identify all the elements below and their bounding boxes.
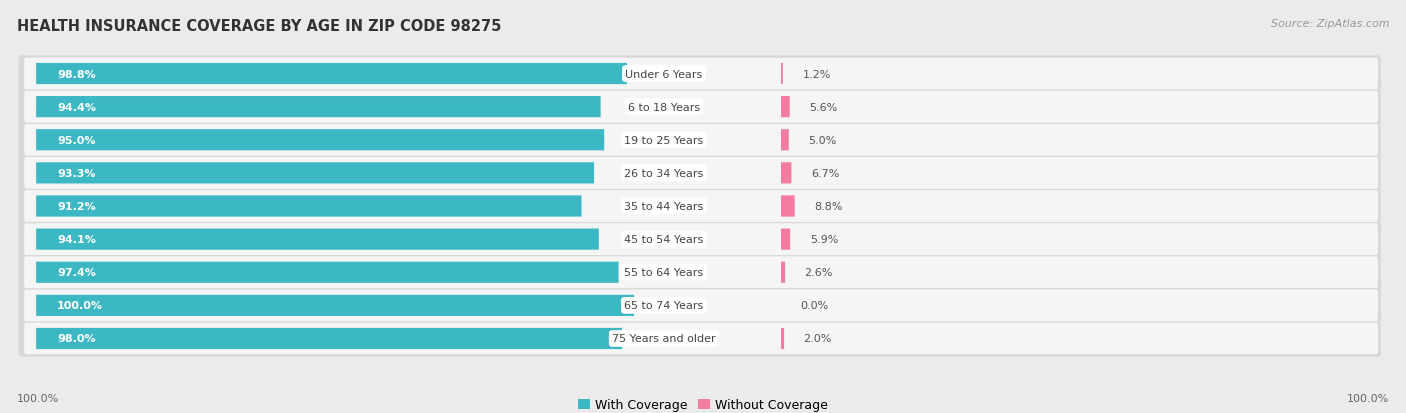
FancyBboxPatch shape <box>18 320 1381 357</box>
Text: 2.6%: 2.6% <box>804 268 832 278</box>
Text: 65 to 74 Years: 65 to 74 Years <box>624 301 703 311</box>
FancyBboxPatch shape <box>780 130 789 151</box>
FancyBboxPatch shape <box>18 221 1381 258</box>
Text: 94.4%: 94.4% <box>58 102 96 112</box>
Text: 100.0%: 100.0% <box>1347 393 1389 403</box>
FancyBboxPatch shape <box>24 257 1378 288</box>
Text: HEALTH INSURANCE COVERAGE BY AGE IN ZIP CODE 98275: HEALTH INSURANCE COVERAGE BY AGE IN ZIP … <box>17 19 502 33</box>
Text: 91.2%: 91.2% <box>58 202 96 211</box>
FancyBboxPatch shape <box>37 130 605 151</box>
FancyBboxPatch shape <box>18 122 1381 159</box>
Text: 5.0%: 5.0% <box>808 135 837 145</box>
Text: 100.0%: 100.0% <box>58 301 103 311</box>
Text: Source: ZipAtlas.com: Source: ZipAtlas.com <box>1271 19 1389 28</box>
Text: 75 Years and older: 75 Years and older <box>612 334 716 344</box>
FancyBboxPatch shape <box>780 163 792 184</box>
FancyBboxPatch shape <box>37 163 595 184</box>
Text: 100.0%: 100.0% <box>17 393 59 403</box>
FancyBboxPatch shape <box>24 158 1378 189</box>
Text: 8.8%: 8.8% <box>814 202 842 211</box>
Text: 45 to 54 Years: 45 to 54 Years <box>624 235 703 244</box>
FancyBboxPatch shape <box>18 254 1381 291</box>
FancyBboxPatch shape <box>18 89 1381 126</box>
FancyBboxPatch shape <box>37 295 634 316</box>
Text: 35 to 44 Years: 35 to 44 Years <box>624 202 703 211</box>
Legend: With Coverage, Without Coverage: With Coverage, Without Coverage <box>575 396 831 413</box>
FancyBboxPatch shape <box>780 262 785 283</box>
FancyBboxPatch shape <box>780 97 790 118</box>
FancyBboxPatch shape <box>37 196 582 217</box>
Text: Under 6 Years: Under 6 Years <box>626 69 703 79</box>
Text: 2.0%: 2.0% <box>804 334 832 344</box>
FancyBboxPatch shape <box>24 323 1378 354</box>
Text: 5.6%: 5.6% <box>810 102 838 112</box>
Text: 97.4%: 97.4% <box>58 268 96 278</box>
FancyBboxPatch shape <box>780 196 794 217</box>
FancyBboxPatch shape <box>37 97 600 118</box>
Text: 98.0%: 98.0% <box>58 334 96 344</box>
FancyBboxPatch shape <box>18 155 1381 192</box>
Text: 95.0%: 95.0% <box>58 135 96 145</box>
FancyBboxPatch shape <box>24 290 1378 321</box>
FancyBboxPatch shape <box>37 229 599 250</box>
Text: 6.7%: 6.7% <box>811 169 839 178</box>
FancyBboxPatch shape <box>24 191 1378 222</box>
Text: 98.8%: 98.8% <box>58 69 96 79</box>
FancyBboxPatch shape <box>18 56 1381 93</box>
FancyBboxPatch shape <box>780 64 783 85</box>
FancyBboxPatch shape <box>37 328 621 349</box>
Text: 19 to 25 Years: 19 to 25 Years <box>624 135 703 145</box>
Text: 93.3%: 93.3% <box>58 169 96 178</box>
Text: 0.0%: 0.0% <box>800 301 828 311</box>
FancyBboxPatch shape <box>24 92 1378 123</box>
FancyBboxPatch shape <box>24 59 1378 90</box>
FancyBboxPatch shape <box>780 328 785 349</box>
Text: 5.9%: 5.9% <box>810 235 838 244</box>
FancyBboxPatch shape <box>37 262 619 283</box>
FancyBboxPatch shape <box>24 125 1378 156</box>
FancyBboxPatch shape <box>18 287 1381 324</box>
Text: 1.2%: 1.2% <box>803 69 831 79</box>
Text: 94.1%: 94.1% <box>58 235 96 244</box>
FancyBboxPatch shape <box>24 224 1378 255</box>
Text: 6 to 18 Years: 6 to 18 Years <box>628 102 700 112</box>
FancyBboxPatch shape <box>37 64 627 85</box>
Text: 55 to 64 Years: 55 to 64 Years <box>624 268 703 278</box>
FancyBboxPatch shape <box>780 229 790 250</box>
Text: 26 to 34 Years: 26 to 34 Years <box>624 169 703 178</box>
FancyBboxPatch shape <box>18 188 1381 225</box>
